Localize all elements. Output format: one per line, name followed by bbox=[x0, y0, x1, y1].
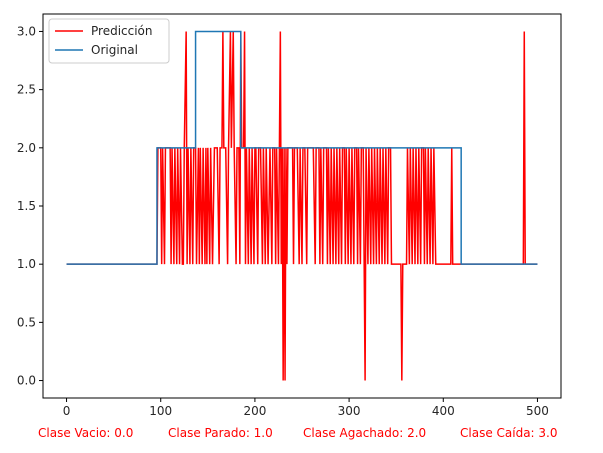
y-tick-label: 1.5 bbox=[17, 199, 36, 213]
legend: Predicción Original bbox=[48, 18, 170, 64]
x-tick-label: 100 bbox=[149, 404, 172, 418]
x-tick-label: 400 bbox=[432, 404, 455, 418]
y-tick-label: 2.0 bbox=[17, 141, 36, 155]
y-tick-label: 3.0 bbox=[17, 24, 36, 38]
x-tick-label: 0 bbox=[63, 404, 71, 418]
class-annotation: Clase Vacio: 0.0 bbox=[38, 426, 133, 440]
series-line-original bbox=[66, 30, 538, 265]
x-tick-label: 200 bbox=[243, 404, 266, 418]
legend-label: Original bbox=[91, 43, 138, 57]
x-tick-label: 500 bbox=[526, 404, 549, 418]
x-axis: 0 100 200 300 400 500 bbox=[63, 398, 549, 418]
y-tick-label: 0.0 bbox=[17, 374, 36, 388]
x-tick-label: 300 bbox=[338, 404, 361, 418]
legend-label: Predicción bbox=[91, 24, 153, 38]
y-tick-label: 1.0 bbox=[17, 257, 36, 271]
class-annotation: Clase Caída: 3.0 bbox=[460, 426, 558, 440]
series-layer bbox=[66, 30, 538, 381]
class-annotation: Clase Parado: 1.0 bbox=[168, 426, 273, 440]
class-annotations: Clase Vacio: 0.0 Clase Parado: 1.0 Clase A… bbox=[38, 426, 558, 440]
class-annotation: Clase Agachado: 2.0 bbox=[303, 426, 426, 440]
series-line-prediccion bbox=[66, 31, 538, 381]
y-axis: 0.0 0.5 1.0 1.5 2.0 2.5 3.0 bbox=[17, 24, 43, 388]
legend-box bbox=[48, 18, 170, 64]
y-tick-label: 0.5 bbox=[17, 315, 36, 329]
y-tick-label: 2.5 bbox=[17, 83, 36, 97]
